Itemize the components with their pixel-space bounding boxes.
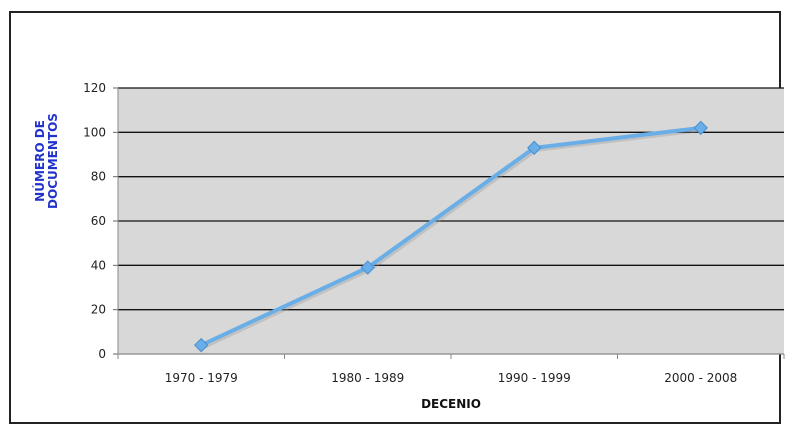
y-tick-label-80: 80: [91, 170, 106, 184]
data-point-0: [194, 337, 209, 353]
x-axis-label: DECENIO: [421, 397, 481, 411]
y-tick-label-100: 100: [83, 125, 106, 139]
y-tick-label-0: 0: [98, 347, 106, 361]
x-tick-label-1: 1980 - 1989: [331, 371, 404, 385]
x-tick-label-2: 1990 - 1999: [498, 371, 571, 385]
y-axis-label-line-1: NÚMERO DE: [32, 120, 47, 202]
y-tick-label-120: 120: [83, 81, 106, 95]
series-line: [200, 125, 701, 347]
y-axis-label-line-2: DOCUMENTOS: [46, 113, 60, 209]
y-tick-label-20: 20: [91, 303, 106, 317]
x-axis-ticks: 1970 - 1979 1980 - 1989 1990 - 1999 2000 - …: [117, 354, 785, 385]
y-axis-label: NÚMERO DE DOCUMENTOS: [32, 113, 60, 209]
data-point-2: [527, 140, 542, 156]
y-axis-ticks: 0 20 40 60 80 100 120: [83, 81, 119, 361]
x-tick-label-3: 2000 - 2008: [664, 371, 737, 385]
data-point-1: [360, 260, 375, 275]
series-line-shadow: [202, 127, 703, 349]
series-layer: [194, 120, 708, 353]
data-point-3: [693, 120, 708, 136]
y-tick-label-40: 40: [91, 258, 106, 272]
x-tick-label-0: 1970 - 1979: [165, 371, 238, 385]
y-tick-label-60: 60: [91, 214, 106, 228]
